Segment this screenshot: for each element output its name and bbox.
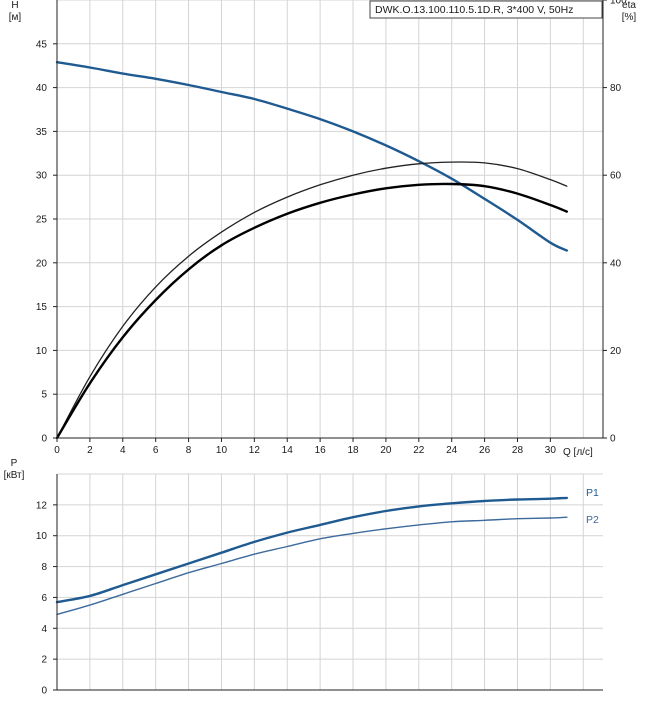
bottom-panel-grid [57,473,603,690]
efficiency-tick-label: 60 [610,171,622,182]
power-tick-label: 8 [41,562,47,573]
x-tick-label: 6 [153,445,159,456]
top-panel-grid [57,0,603,438]
labels-layer: H [м] eta [%] Q [л/с] P [кВт] DWK.O.13.1… [4,0,637,697]
x-tick-label: 28 [512,445,524,456]
power-axis-label: P [11,458,18,469]
head-tick-label: 30 [36,171,48,182]
series-layer [55,61,568,616]
power-tick-label: 6 [41,593,47,604]
x-tick-label: 20 [380,445,392,456]
head-tick-label: 40 [36,83,48,94]
head-axis-unit: [м] [9,12,22,23]
x-tick-label: 24 [446,445,458,456]
head-tick-label: 35 [36,127,48,138]
axes-layer [53,0,607,691]
power-tick-label: 12 [36,500,48,511]
x-tick-label: 0 [54,445,60,456]
x-tick-label: 18 [347,445,359,456]
x-tick-label: 26 [479,445,491,456]
efficiency-tick-label: 20 [610,346,622,357]
x-tick-label: 14 [282,445,294,456]
x-tick-label: 10 [216,445,228,456]
head-tick-label: 45 [36,39,48,50]
head-curve [55,61,568,252]
head-tick-label: 10 [36,346,48,357]
head-tick-label: 5 [41,390,47,401]
title-box [369,0,603,19]
x-tick-label: 4 [120,445,126,456]
x-tick-label: 16 [315,445,327,456]
series-label-p2: P2 [586,514,599,526]
efficiency-tick-label: 80 [610,83,622,94]
efficiency-tick-label: 0 [610,434,616,445]
efficiency-curve-lower [55,182,568,440]
x-tick-label: 8 [186,445,192,456]
chart-title: DWK.O.13.100.110.5.1D.R, 3*400 V, 50Hz [375,4,573,16]
head-tick-label: 15 [36,302,48,313]
efficiency-tick-label: 40 [610,258,622,269]
series-label-p1: P1 [586,487,599,499]
power-p1-curve [55,496,568,604]
power-tick-label: 4 [41,624,47,635]
power-p2-curve [56,516,568,616]
head-tick-label: 25 [36,215,48,226]
x-tick-label: 12 [249,445,261,456]
x-tick-label: 30 [545,445,557,456]
efficiency-axis-unit: [%] [622,12,637,23]
power-tick-label: 10 [36,531,48,542]
power-tick-label: 0 [41,686,47,697]
efficiency-curve-upper [56,161,568,439]
power-axis-unit: [кВт] [4,470,25,481]
flow-axis-label: Q [л/с] [563,447,593,458]
power-tick-label: 2 [41,655,47,666]
x-tick-label: 2 [87,445,93,456]
head-tick-label: 20 [36,258,48,269]
head-axis-label: H [11,0,18,11]
efficiency-axis-label: eta [622,0,636,11]
head-tick-label: 0 [41,434,47,445]
x-tick-label: 22 [413,445,425,456]
efficiency-tick-label: 100 [610,0,627,7]
